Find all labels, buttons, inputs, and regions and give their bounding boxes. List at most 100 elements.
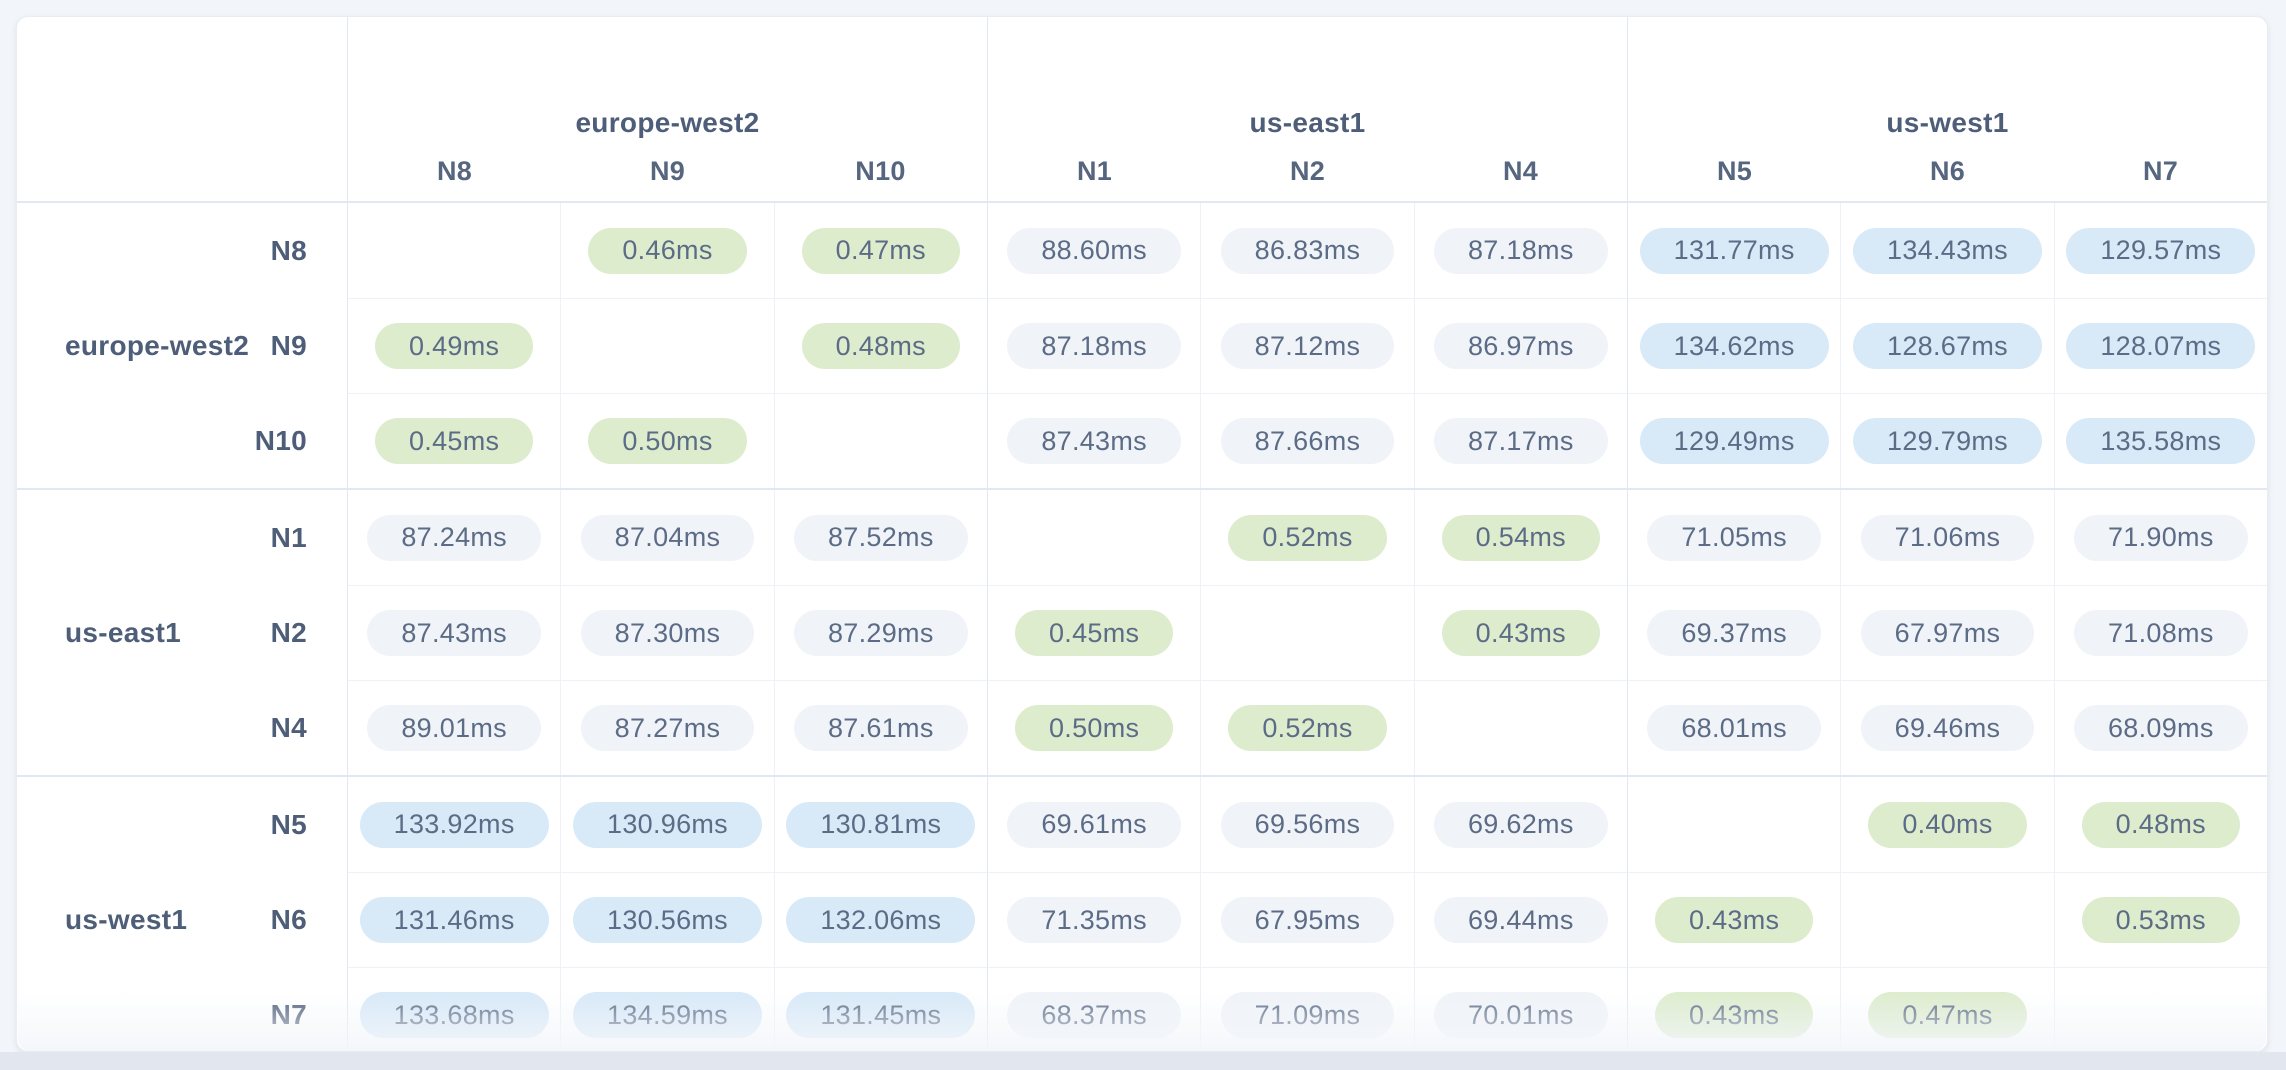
- latency-cell: [347, 203, 560, 298]
- latency-pill: 0.43ms: [1654, 897, 1814, 943]
- latency-cell: 0.43ms: [1626, 872, 1841, 967]
- latency-cell: 134.43ms: [1840, 203, 2053, 298]
- latency-matrix-card: europe-west2 N8 N9 N10 us-east1 N1 N2 N4 us-west…: [16, 16, 2268, 1052]
- latency-cell: 0.49ms: [347, 298, 561, 393]
- latency-pill: 0.50ms: [1014, 705, 1174, 751]
- latency-pill: 69.61ms: [1007, 801, 1181, 848]
- latency-pill: 128.67ms: [1853, 323, 2042, 369]
- latency-pill: 71.05ms: [1647, 514, 1821, 561]
- latency-cell: 0.40ms: [1840, 777, 2053, 872]
- latency-pill: 87.27ms: [580, 705, 755, 751]
- latency-cell: 67.95ms: [1200, 872, 1414, 967]
- latency-cell: 69.62ms: [1413, 777, 1627, 872]
- latency-pill: 135.58ms: [2066, 418, 2256, 464]
- latency-pill: 87.17ms: [1433, 418, 1608, 464]
- latency-cell: 130.81ms: [773, 777, 987, 872]
- latency-pill: 0.52ms: [1228, 514, 1387, 561]
- latency-cell: 87.27ms: [560, 680, 774, 775]
- latency-pill: 69.37ms: [1647, 610, 1821, 656]
- latency-pill: 70.01ms: [1433, 992, 1608, 1038]
- row-node-label: N7: [270, 998, 307, 1030]
- latency-pill: 69.62ms: [1433, 801, 1608, 848]
- latency-pill: 129.57ms: [2066, 227, 2256, 274]
- latency-pill: 87.12ms: [1220, 323, 1395, 369]
- latency-pill: 0.53ms: [2081, 897, 2240, 943]
- latency-cell: 133.68ms: [347, 967, 561, 1051]
- latency-pill: 0.40ms: [1868, 801, 2027, 848]
- column-node-label: N5: [1716, 155, 1753, 186]
- latency-cell: 71.08ms: [2053, 585, 2267, 680]
- latency-pill: 67.95ms: [1220, 897, 1395, 943]
- latency-pill: 0.54ms: [1441, 514, 1600, 561]
- column-node-labels: N1 N2 N4: [988, 153, 1627, 201]
- latency-pill: 87.43ms: [367, 610, 541, 656]
- latency-cell: 71.06ms: [1840, 490, 2053, 585]
- latency-pill: 0.47ms: [1868, 992, 2027, 1038]
- latency-pill: 87.24ms: [367, 514, 541, 561]
- latency-pill: 0.50ms: [588, 418, 747, 464]
- latency-cell: 69.46ms: [1840, 680, 2054, 775]
- latency-pill: 69.44ms: [1433, 897, 1608, 943]
- latency-cell: 87.24ms: [347, 490, 560, 585]
- column-group-us-west1: us-west1 N5 N6 N7: [1627, 17, 2267, 201]
- row-node-label: N4: [270, 711, 307, 743]
- column-node-label: N7: [2142, 155, 2179, 186]
- latency-pill: 134.43ms: [1853, 227, 2042, 274]
- latency-pill: 87.18ms: [1433, 227, 1608, 274]
- latency-pill: 130.56ms: [573, 897, 762, 943]
- column-region-label: europe-west2: [575, 107, 760, 138]
- latency-cell: 128.07ms: [2053, 298, 2267, 393]
- latency-cell: 0.52ms: [1200, 490, 1413, 585]
- latency-cell: 0.54ms: [1413, 490, 1627, 585]
- latency-cell: 0.43ms: [1626, 967, 1841, 1051]
- latency-pill: 133.68ms: [359, 992, 549, 1038]
- latency-cell: 68.09ms: [2053, 680, 2267, 775]
- latency-pill: 131.45ms: [786, 992, 976, 1038]
- latency-cell: 87.43ms: [347, 585, 561, 680]
- latency-cell: 87.18ms: [1413, 203, 1627, 298]
- latency-pill: 0.49ms: [374, 323, 534, 369]
- latency-pill: 87.29ms: [793, 610, 968, 656]
- header-corner-spacer: [17, 17, 347, 201]
- latency-cell: 130.96ms: [560, 777, 773, 872]
- latency-pill: 131.46ms: [359, 897, 549, 943]
- latency-cell: 70.01ms: [1413, 967, 1627, 1051]
- latency-pill: 68.01ms: [1647, 705, 1821, 751]
- latency-pill: 0.48ms: [801, 323, 960, 369]
- horizontal-scrollbar-track[interactable]: [0, 1052, 2286, 1070]
- latency-pill: 86.97ms: [1433, 323, 1608, 369]
- latency-cell: 133.92ms: [347, 777, 560, 872]
- row-node-label: N9: [270, 329, 307, 361]
- latency-pill: 87.52ms: [793, 514, 968, 561]
- latency-cell: 87.18ms: [986, 298, 1201, 393]
- latency-pill: 0.45ms: [374, 418, 534, 464]
- row-node-label: N1: [270, 521, 307, 553]
- latency-pill: 132.06ms: [786, 897, 976, 943]
- row-group-us-west1: us-west1 N5 133.92ms 130.96ms 130.81ms 69.61m…: [17, 775, 2267, 1051]
- latency-cell: 131.46ms: [347, 872, 561, 967]
- latency-cell: 0.50ms: [560, 393, 774, 488]
- latency-pill: 134.59ms: [573, 992, 762, 1038]
- latency-cell: [773, 393, 987, 488]
- latency-cell: 135.58ms: [2053, 393, 2267, 488]
- latency-cell: 131.45ms: [773, 967, 987, 1051]
- latency-pill: 89.01ms: [367, 705, 541, 751]
- latency-pill: 0.46ms: [588, 227, 747, 274]
- latency-cell: 134.59ms: [560, 967, 774, 1051]
- latency-cell: [1626, 777, 1840, 872]
- column-node-label: N9: [649, 155, 686, 186]
- latency-cell: 68.01ms: [1626, 680, 1841, 775]
- column-node-label: N4: [1502, 155, 1539, 186]
- latency-cell: 0.47ms: [1840, 967, 2054, 1051]
- column-region-label: us-east1: [1249, 107, 1366, 138]
- latency-cell: 129.57ms: [2053, 203, 2267, 298]
- matrix-body: europe-west2 N8 0.46ms 0.47ms 88.60ms 86.83ms…: [17, 201, 2267, 1051]
- latency-pill: 71.90ms: [2073, 514, 2248, 561]
- latency-pill: 130.81ms: [786, 801, 976, 848]
- row-node-label: N8: [270, 234, 307, 266]
- row-node-label: N2: [270, 616, 307, 648]
- latency-cell: [2053, 967, 2267, 1051]
- latency-pill: 71.08ms: [2073, 610, 2248, 656]
- latency-pill: 130.96ms: [573, 801, 762, 848]
- latency-cell: 132.06ms: [773, 872, 987, 967]
